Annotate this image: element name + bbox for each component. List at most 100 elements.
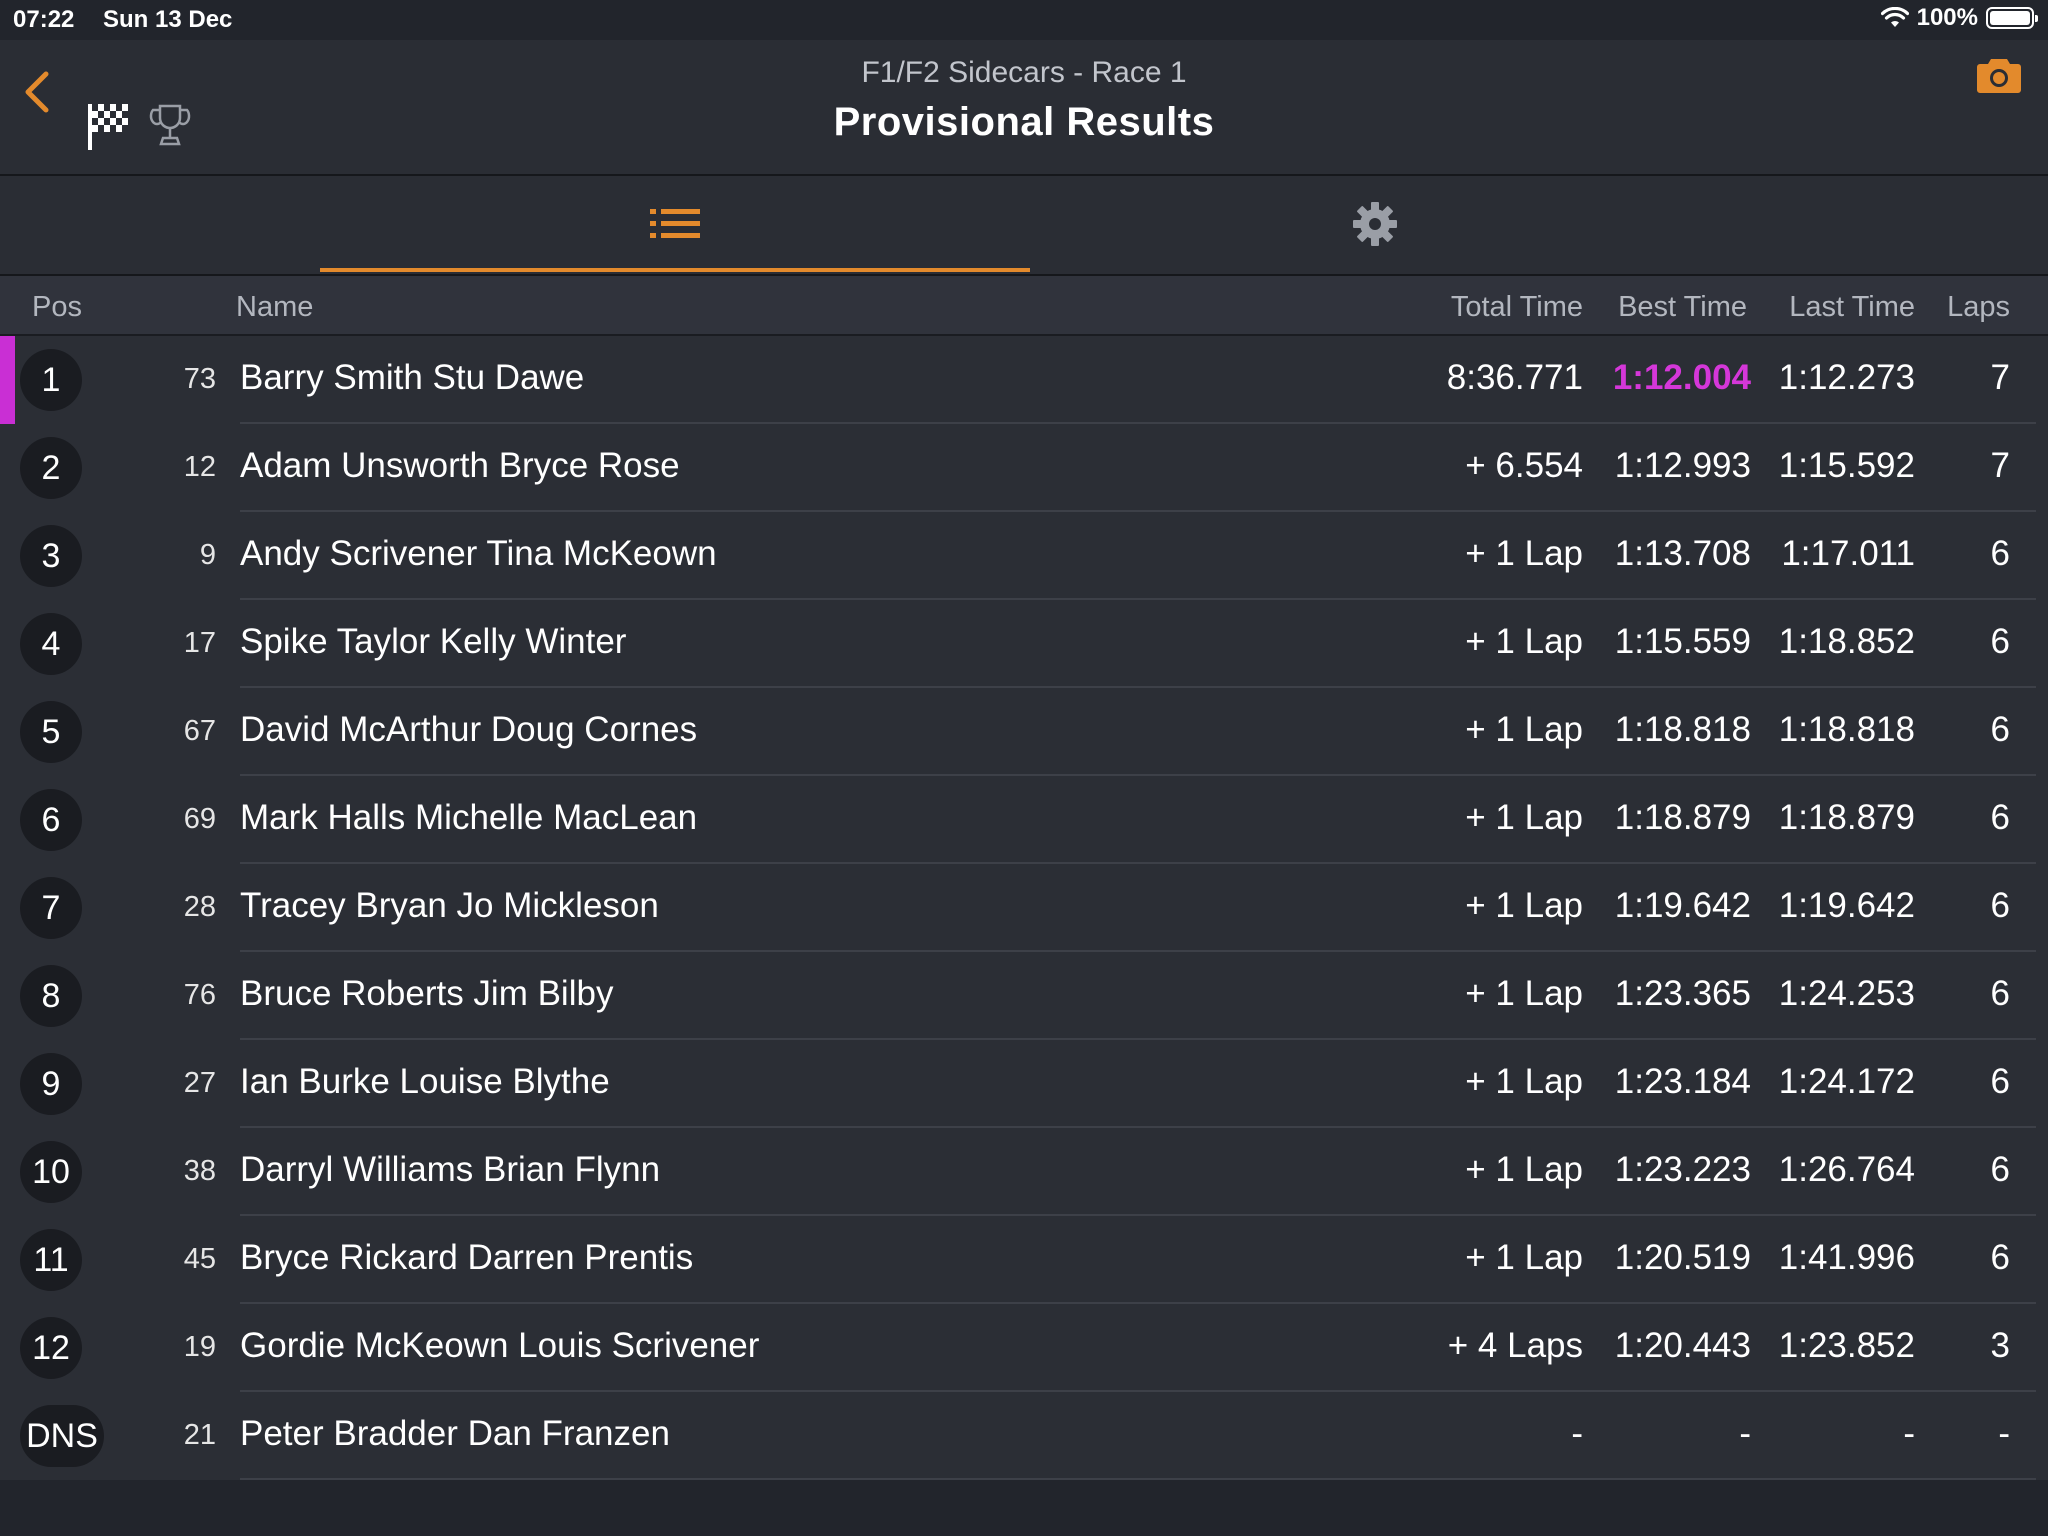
total-time: + 1 Lap [1465,886,1583,925]
race-number: 69 [183,803,216,835]
last-time: 1:18.818 [1778,710,1915,749]
best-time: 1:19.642 [1614,886,1751,925]
table-row[interactable]: 2 12 Adam Unsworth Bryce Rose + 6.554 1:… [0,424,2048,512]
competitor-name: Peter Bradder Dan Franzen [240,1414,670,1453]
competitor-name: Barry Smith Stu Dawe [240,358,585,397]
competitor-name: Mark Halls Michelle MacLean [240,798,698,837]
fastest-lap-marker [0,336,15,424]
col-last-time[interactable]: Last Time [1789,291,1915,323]
table-row[interactable]: 6 69 Mark Halls Michelle MacLean + 1 Lap… [0,776,2048,864]
row-divider [240,686,2036,688]
page-title: Provisional Results [833,100,1215,144]
last-time: 1:23.852 [1778,1326,1915,1365]
race-number: 19 [183,1331,216,1363]
best-time: 1:23.365 [1614,974,1751,1013]
row-divider [240,950,2036,952]
table-row[interactable]: 12 19 Gordie McKeown Louis Scrivener + 4… [0,1304,2048,1392]
tab-settings[interactable] [1020,176,1730,272]
wifi-icon [1880,7,1909,27]
laps: 6 [1990,886,2010,925]
competitor-name: Bryce Rickard Darren Prentis [240,1238,694,1277]
race-number: 38 [183,1155,216,1187]
nav-header: F1/F2 Sidecars - Race 1 Provisional Resu… [0,40,2048,176]
table-row[interactable]: 7 28 Tracey Bryan Jo Mickleson + 1 Lap 1… [0,864,2048,952]
position-badge: 3 [20,525,82,587]
table-row[interactable]: 8 76 Bruce Roberts Jim Bilby + 1 Lap 1:2… [0,952,2048,1040]
race-number: 45 [183,1243,216,1275]
col-total-time[interactable]: Total Time [1450,291,1583,323]
table-row[interactable]: 11 45 Bryce Rickard Darren Prentis + 1 L… [0,1216,2048,1304]
col-name[interactable]: Name [236,291,314,323]
row-divider [240,1126,2036,1128]
results-list: 1 73 Barry Smith Stu Dawe 8:36.771 1:12.… [0,336,2048,1480]
laps: 6 [1990,1238,2010,1277]
trophy-icon[interactable] [148,102,192,148]
total-time: + 1 Lap [1465,1238,1583,1277]
chevron-left-icon[interactable] [18,62,58,122]
last-time: 1:41.996 [1778,1238,1915,1277]
position-badge: 10 [20,1141,82,1203]
table-row[interactable]: DNS 21 Peter Bradder Dan Franzen - - - - [0,1392,2048,1480]
total-time: + 4 Laps [1447,1326,1583,1365]
best-time: 1:18.879 [1614,798,1751,837]
table-row[interactable]: 10 38 Darryl Williams Brian Flynn + 1 La… [0,1128,2048,1216]
active-tab-underline [320,268,1030,272]
position-badge: 11 [20,1229,82,1291]
last-time: 1:18.879 [1778,798,1915,837]
best-time: 1:20.443 [1614,1326,1751,1365]
battery-percent: 100% [1916,4,1978,31]
race-number: 27 [183,1067,216,1099]
best-time: 1:15.559 [1614,622,1751,661]
col-pos[interactable]: Pos [32,291,82,323]
table-row[interactable]: 3 9 Andy Scrivener Tina McKeown + 1 Lap … [0,512,2048,600]
competitor-name: Ian Burke Louise Blythe [240,1062,610,1101]
battery-icon [1986,7,2038,29]
last-time: 1:24.253 [1778,974,1915,1013]
checkered-flag-icon[interactable] [86,100,132,152]
camera-icon[interactable] [1976,56,2022,94]
table-row[interactable]: 4 17 Spike Taylor Kelly Winter + 1 Lap 1… [0,600,2048,688]
laps: 6 [1990,710,2010,749]
table-row[interactable]: 1 73 Barry Smith Stu Dawe 8:36.771 1:12.… [0,336,2048,424]
position-badge: 6 [20,789,82,851]
event-subtitle: F1/F2 Sidecars - Race 1 [861,56,1187,89]
row-divider [240,422,2036,424]
results-column-header: Pos Name Total Time Best Time Last Time … [0,276,2048,336]
gear-icon [1353,202,1397,246]
laps: 6 [1990,1150,2010,1189]
last-time: 1:19.642 [1778,886,1915,925]
row-divider [240,774,2036,776]
best-time: 1:18.818 [1614,710,1751,749]
laps: 6 [1990,974,2010,1013]
col-laps[interactable]: Laps [1947,291,2010,323]
best-time: 1:12.993 [1614,446,1751,485]
laps: - [1998,1414,2010,1453]
view-tabs [0,176,2048,276]
race-number: 21 [183,1419,216,1451]
best-time: 1:13.708 [1614,534,1751,573]
tab-results-list[interactable] [320,176,1030,272]
last-time: 1:26.764 [1778,1150,1915,1189]
position-badge: 7 [20,877,82,939]
position-badge: 1 [20,349,82,411]
best-time: 1:12.004 [1612,358,1751,397]
table-row[interactable]: 5 67 David McArthur Doug Cornes + 1 Lap … [0,688,2048,776]
race-number: 67 [183,715,216,747]
competitor-name: Andy Scrivener Tina McKeown [240,534,717,573]
row-divider [240,1390,2036,1392]
total-time: + 1 Lap [1465,1062,1583,1101]
last-time: 1:15.592 [1778,446,1915,485]
competitor-name: Darryl Williams Brian Flynn [240,1150,661,1189]
status-bar: 07:22 Sun 13 Dec 100% [0,0,2048,40]
race-number: 9 [199,539,216,571]
last-time: 1:17.011 [1781,534,1915,573]
row-divider [240,598,2036,600]
total-time: + 1 Lap [1465,622,1583,661]
competitor-name: David McArthur Doug Cornes [240,710,698,749]
table-row[interactable]: 9 27 Ian Burke Louise Blythe + 1 Lap 1:2… [0,1040,2048,1128]
col-best-time[interactable]: Best Time [1618,291,1747,323]
laps: 6 [1990,534,2010,573]
last-time: 1:18.852 [1778,622,1915,661]
race-number: 73 [183,363,216,395]
last-time: - [1903,1414,1915,1453]
